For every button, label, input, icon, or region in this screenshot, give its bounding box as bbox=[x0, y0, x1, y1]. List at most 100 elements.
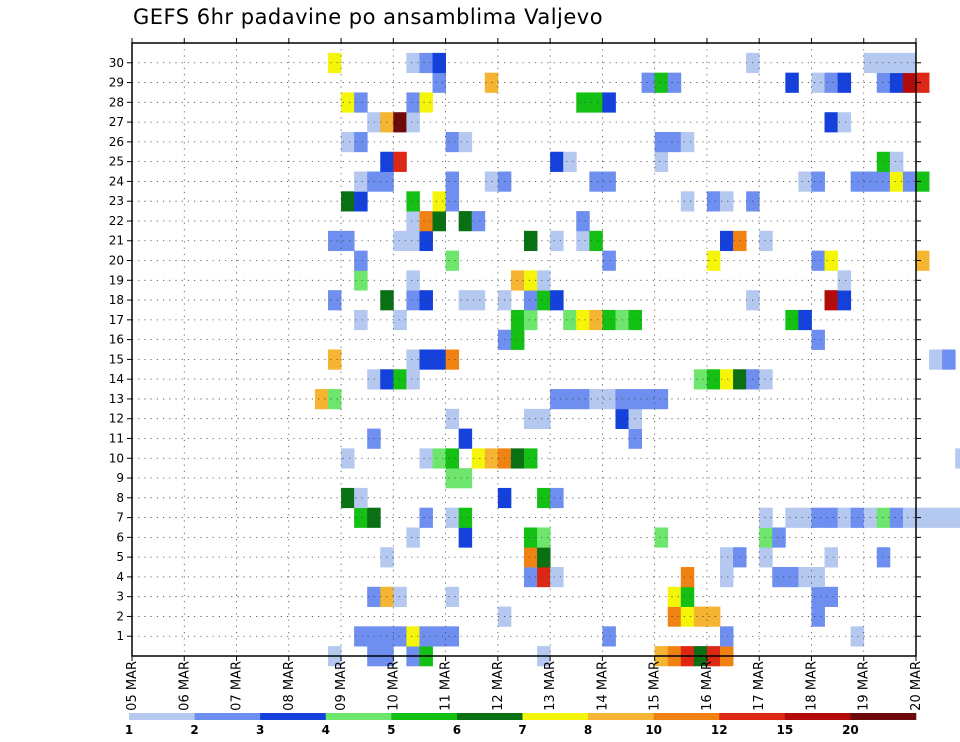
heatmap-cell bbox=[955, 507, 960, 528]
heatmap-cell bbox=[876, 171, 891, 192]
heatmap-cell bbox=[328, 230, 342, 252]
heatmap-cell bbox=[458, 507, 473, 528]
heatmap-cell bbox=[824, 547, 838, 568]
heatmap-cell bbox=[811, 72, 825, 93]
heatmap-cell bbox=[484, 448, 499, 469]
heatmap-cell bbox=[916, 72, 930, 93]
y-tick-label: 27 bbox=[109, 115, 124, 129]
heatmap-cell bbox=[445, 507, 460, 528]
heatmap-cell bbox=[785, 567, 799, 588]
heatmap-cell bbox=[720, 230, 734, 252]
heatmap-cell bbox=[524, 230, 538, 252]
y-tick-label: 16 bbox=[109, 333, 124, 347]
heatmap-cell bbox=[510, 309, 525, 331]
heatmap-cell bbox=[667, 606, 682, 627]
legend-swatch bbox=[391, 713, 458, 720]
heatmap-cell bbox=[785, 309, 799, 331]
heatmap-cell bbox=[354, 507, 368, 528]
heatmap-cell bbox=[524, 448, 538, 469]
heatmap-cell bbox=[902, 507, 917, 528]
heatmap-cell bbox=[354, 487, 368, 509]
heatmap-cell bbox=[785, 507, 799, 528]
heatmap-cell bbox=[889, 151, 904, 172]
y-tick-label: 12 bbox=[109, 412, 124, 426]
heatmap-cell bbox=[458, 527, 473, 548]
heatmap-cell bbox=[563, 309, 577, 331]
heatmap-cell bbox=[406, 527, 420, 548]
heatmap-cell bbox=[354, 309, 368, 331]
heatmap-cell bbox=[602, 92, 616, 113]
y-tick-label: 14 bbox=[109, 372, 124, 386]
heatmap-cell bbox=[419, 92, 433, 113]
heatmap-cell bbox=[889, 171, 904, 192]
legend-label: 4 bbox=[322, 723, 330, 737]
heatmap-cell bbox=[759, 230, 773, 252]
heatmap-cell bbox=[537, 487, 551, 509]
heatmap-cell bbox=[354, 92, 368, 113]
heatmap-cell bbox=[811, 171, 825, 192]
heatmap-cell bbox=[563, 151, 577, 172]
heatmap-cell bbox=[902, 52, 917, 74]
heatmap-cell bbox=[759, 369, 773, 390]
heatmap-cell bbox=[354, 250, 368, 271]
heatmap-cell bbox=[837, 290, 852, 311]
heatmap-cell bbox=[445, 448, 460, 469]
legend-label: 7 bbox=[518, 723, 526, 737]
x-tick-label: 20 MAR bbox=[909, 661, 924, 711]
heatmap-cell bbox=[654, 151, 669, 172]
heatmap-cell bbox=[720, 567, 734, 588]
heatmap-cell bbox=[680, 606, 695, 627]
heatmap-cell bbox=[602, 171, 616, 192]
heatmap-cell bbox=[393, 586, 407, 607]
heatmap-cell bbox=[458, 468, 473, 489]
y-tick-label: 6 bbox=[116, 530, 124, 544]
legend-label: 5 bbox=[387, 723, 395, 737]
heatmap-cell bbox=[432, 191, 446, 212]
heatmap-cell bbox=[902, 171, 917, 192]
heatmap-cell bbox=[902, 72, 917, 93]
heatmap-cell bbox=[458, 290, 473, 311]
heatmap-cell bbox=[537, 527, 551, 548]
heatmap-cell bbox=[772, 527, 786, 548]
heatmap-cell bbox=[811, 606, 825, 627]
heatmap-cell bbox=[889, 72, 904, 93]
heatmap-cell bbox=[445, 586, 460, 607]
heatmap-cell bbox=[550, 151, 564, 172]
legend-swatch bbox=[653, 713, 720, 720]
heatmap-cell bbox=[445, 171, 460, 192]
heatmap-cell bbox=[654, 72, 669, 93]
heatmap-cell bbox=[328, 290, 342, 311]
heatmap-cell bbox=[589, 171, 603, 192]
legend-swatch bbox=[260, 713, 327, 720]
heatmap-cell bbox=[432, 211, 446, 232]
heatmap-cell bbox=[354, 191, 368, 212]
heatmap-cell bbox=[680, 586, 695, 607]
heatmap-cell bbox=[876, 547, 891, 568]
y-tick-label: 8 bbox=[116, 491, 124, 505]
y-tick-label: 23 bbox=[109, 194, 124, 208]
x-tick-label: 13 MAR bbox=[543, 661, 558, 711]
heatmap-cell bbox=[341, 448, 355, 469]
x-tick-label: 19 MAR bbox=[857, 661, 872, 711]
heatmap-cell bbox=[876, 52, 891, 74]
heatmap-cell bbox=[720, 547, 734, 568]
heatmap-cell bbox=[824, 290, 838, 311]
heatmap-cell bbox=[563, 389, 577, 410]
x-tick-label: 06 MAR bbox=[177, 661, 192, 711]
heatmap-cell bbox=[798, 171, 812, 192]
heatmap-cell bbox=[458, 131, 473, 153]
heatmap-cell bbox=[889, 52, 904, 74]
heatmap-cell bbox=[824, 586, 838, 607]
x-tick-label: 16 MAR bbox=[700, 661, 715, 711]
heatmap-cell bbox=[602, 626, 616, 647]
heatmap-cell bbox=[576, 309, 590, 331]
x-tick-label: 05 MAR bbox=[125, 661, 140, 711]
heatmap-cell bbox=[916, 507, 930, 528]
y-tick-label: 18 bbox=[109, 293, 124, 307]
heatmap-cell bbox=[524, 290, 538, 311]
heatmap-cell bbox=[759, 527, 773, 548]
x-tick-label: 18 MAR bbox=[804, 661, 819, 711]
heatmap-cell bbox=[811, 567, 825, 588]
heatmap-cell bbox=[537, 270, 551, 291]
heatmap-cell bbox=[589, 230, 603, 252]
